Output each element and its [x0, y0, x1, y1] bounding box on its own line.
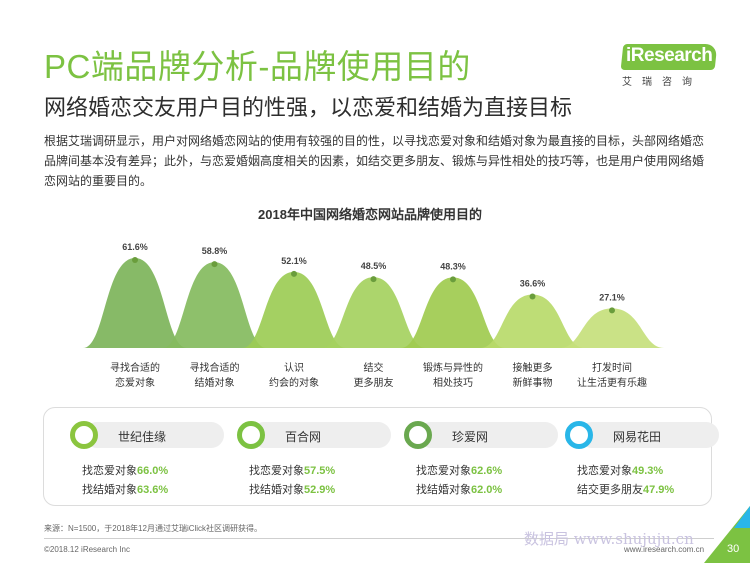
- chart-bell-1: [83, 258, 187, 348]
- brand-stat-label: 找结婚对象: [249, 484, 304, 496]
- chart-value-label-3: 52.1%: [281, 256, 307, 266]
- brand-stat-label: 结交更多朋友: [577, 484, 643, 496]
- iresearch-logo: iResearch 艾瑞咨询: [612, 40, 722, 90]
- footer-divider: [44, 538, 714, 539]
- page-subtitle: 网络婚恋交友用户目的性强，以恋爱和结婚为直接目标: [44, 95, 573, 120]
- brand-name-pill: [418, 422, 558, 448]
- chart-bell-5: [401, 277, 505, 348]
- chart-value-label-6: 36.6%: [520, 279, 546, 289]
- chart-category-label-5-2: 相处技巧: [433, 376, 473, 389]
- brand-name: 世纪佳缘: [118, 430, 167, 444]
- brand-stat-label: 找结婚对象: [82, 484, 137, 496]
- brand-name: 珍爱网: [452, 430, 489, 444]
- brand-ring-icon: [404, 421, 432, 449]
- chart-category-label-1-1: 寻找合适的: [110, 361, 160, 374]
- chart-category-label-1-2: 恋爱对象: [115, 376, 155, 389]
- chart-category-label-3-2: 约会的对象: [269, 376, 319, 389]
- brand-stat-value: 57.5%: [304, 465, 336, 477]
- chart-value-label-7: 27.1%: [599, 292, 625, 302]
- brand-stat-line: 找恋爱对象66.0%: [82, 462, 168, 478]
- brand-stat-line: 找结婚对象52.9%: [249, 481, 335, 497]
- chart-peak-dot-2: [211, 261, 218, 268]
- brand-stat-value: 63.6%: [137, 484, 169, 496]
- brand-stat-value: 47.9%: [643, 484, 675, 496]
- brand-stat-label: 找结婚对象: [416, 484, 471, 496]
- brand-stat-value: 62.0%: [471, 484, 503, 496]
- brand-stat-label: 找恋爱对象: [249, 465, 304, 477]
- chart-bell-2: [162, 262, 267, 348]
- site-url: www.iresearch.com.cn: [624, 545, 705, 554]
- chart-category-label-6-2: 新鲜事物: [513, 376, 553, 389]
- chart-bell-4: [321, 277, 426, 348]
- brand-stat-value: 62.6%: [471, 465, 503, 477]
- brand-stat-line: 找结婚对象63.6%: [82, 481, 168, 497]
- brand-stat-value: 49.3%: [632, 465, 664, 477]
- chart-category-label-7-2: 让生活更有乐趣: [577, 376, 647, 389]
- description-paragraph: 根据艾瑞调研显示，用户对网络婚恋网站的使用有较强的目的性，以寻找恋爱对象和结婚对…: [44, 134, 705, 188]
- page-title: PC端品牌分析-品牌使用目的: [44, 48, 471, 85]
- chart-category-label-2-1: 寻找合适的: [190, 361, 240, 374]
- chart-peak-dot-6: [529, 293, 536, 300]
- logo-text: iResearch: [626, 45, 713, 66]
- chart-bell-3: [242, 271, 346, 348]
- chart-peak-dot-4: [370, 276, 377, 283]
- corner-decoration: [704, 506, 750, 563]
- chart-category-label-2-2: 结婚对象: [195, 376, 235, 389]
- chart-title: 2018年中国网络婚恋网站品牌使用目的: [258, 207, 482, 222]
- chart-category-label-7-1: 打发时间: [592, 361, 632, 374]
- purpose-chart: 61.6% 58.8% 52.1% 48.5% 48.3% 36.6% 27.1% 寻找合适…: [83, 242, 664, 389]
- brand-stat-label: 找恋爱对象: [577, 465, 632, 477]
- watermark-text: 数据局 www.shujuju.cn: [524, 530, 694, 548]
- brand-stat-line: 找恋爱对象57.5%: [249, 462, 335, 478]
- chart-bell-6: [480, 294, 585, 348]
- brand-name: 百合网: [285, 430, 322, 444]
- brand-name-pill: [251, 422, 391, 448]
- brand-stat-line: 结交更多朋友47.9%: [577, 481, 674, 497]
- chart-value-label-5: 48.3%: [440, 261, 466, 271]
- brand-ring-icon: [237, 421, 265, 449]
- brand-name: 网易花田: [613, 430, 662, 444]
- brand-stat-line: 找恋爱对象49.3%: [577, 462, 663, 478]
- brand-stat-value: 66.0%: [137, 465, 169, 477]
- source-note: 来源：N=1500，于2018年12月通过艾瑞iClick社区调研获得。: [44, 524, 263, 533]
- chart-category-label-4-1: 结交: [364, 361, 384, 374]
- chart-category-label-5-1: 锻炼与异性的: [423, 361, 483, 374]
- brand-stat-label: 找恋爱对象: [416, 465, 471, 477]
- chart-category-label-4-2: 更多朋友: [354, 376, 394, 389]
- copyright-text: ©2018.12 iResearch Inc: [44, 545, 130, 554]
- brand-stat-value: 52.9%: [304, 484, 336, 496]
- brand-name-pill: [579, 422, 719, 448]
- brand-stat-line: 找结婚对象62.0%: [416, 481, 502, 497]
- logo-cn-text: 艾瑞咨询: [622, 77, 702, 88]
- chart-value-label-4: 48.5%: [361, 261, 387, 271]
- chart-category-label-6-1: 接触更多: [513, 361, 553, 374]
- chart-peak-dot-3: [291, 270, 297, 277]
- brand-name-pill: [84, 422, 224, 448]
- chart-value-label-2: 58.8%: [202, 246, 228, 256]
- chart-peak-dot-1: [132, 257, 138, 263]
- brand-ring-icon: [70, 421, 98, 449]
- chart-category-label-3-1: 认识: [284, 361, 304, 374]
- page-number: 30: [727, 543, 740, 555]
- chart-value-label-1: 61.6%: [122, 242, 148, 252]
- brand-stat-line: 找恋爱对象62.6%: [416, 462, 502, 478]
- brand-ring-icon: [565, 421, 593, 449]
- brand-stat-label: 找恋爱对象: [82, 465, 137, 477]
- chart-peak-dot-5: [450, 276, 456, 283]
- chart-peak-dot-7: [609, 307, 615, 314]
- chart-bell-7: [560, 308, 664, 348]
